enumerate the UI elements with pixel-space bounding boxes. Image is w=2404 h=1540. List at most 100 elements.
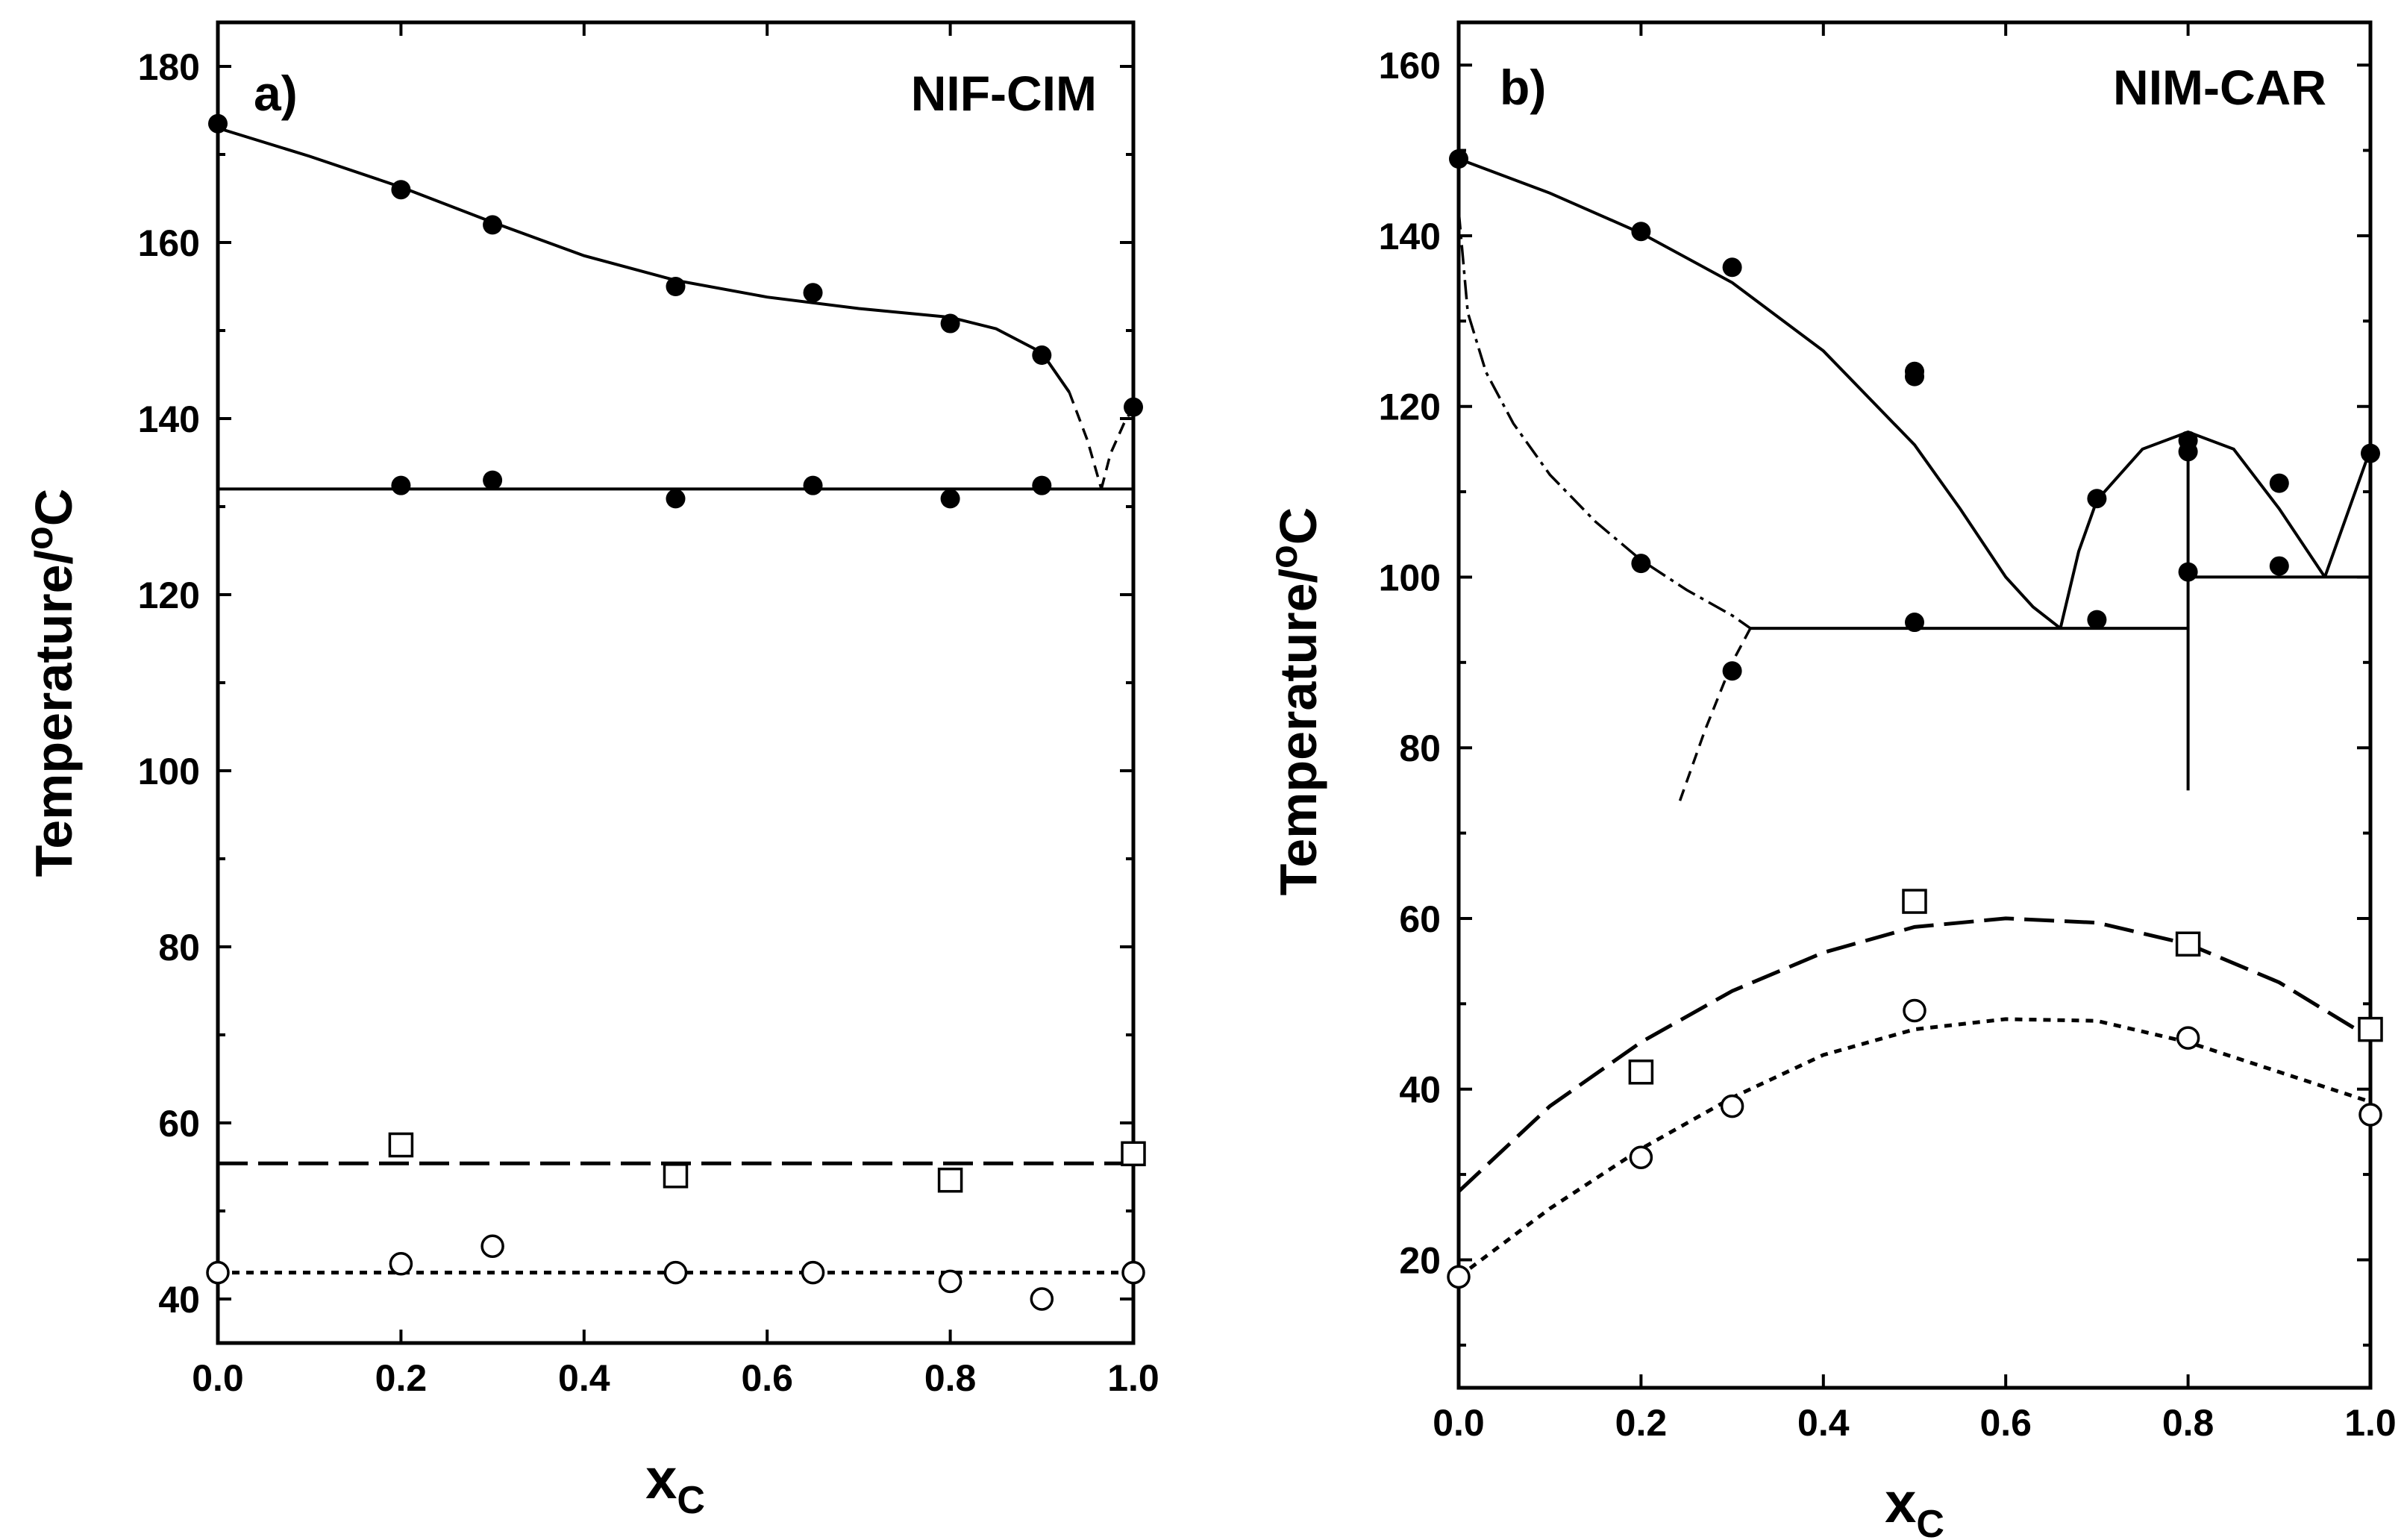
data-point-filled <box>666 277 686 296</box>
data-point-filled <box>803 283 823 303</box>
data-point-filled <box>666 489 686 509</box>
data-point-open-circle <box>1030 1287 1054 1311</box>
fit-line <box>1068 391 1103 489</box>
data-point-open-circle <box>1447 1265 1471 1289</box>
data-point-filled <box>1124 397 1143 417</box>
data-point-open-circle <box>938 1269 962 1294</box>
panel-a-x-axis-label: xC <box>645 1447 705 1522</box>
fit-line <box>1458 157 2062 630</box>
data-point-open-circle <box>481 1234 504 1258</box>
panel-b-x-axis-label: xC <box>1885 1471 1944 1540</box>
y-tick-label: 120 <box>138 575 200 616</box>
data-point-open-circle <box>1121 1260 1145 1285</box>
data-point-filled <box>483 470 503 490</box>
data-point-open-circle <box>2176 1026 2200 1050</box>
data-point-open-circle <box>1629 1145 1653 1169</box>
panel-a-y-axis-label: Temperature/oC <box>18 489 83 877</box>
data-point-filled <box>1032 345 1052 366</box>
data-point-filled <box>1631 222 1651 242</box>
x-tick-label: 1.0 <box>2344 1402 2397 1444</box>
data-point-filled <box>803 475 823 495</box>
panel-b-label: b) <box>1500 60 1546 115</box>
data-point-open-square <box>663 1163 689 1189</box>
data-point-filled <box>483 215 503 235</box>
x-tick-label: 0.8 <box>924 1357 977 1399</box>
x-tick-label: 0.2 <box>375 1357 428 1399</box>
x-tick-label: 0.2 <box>1615 1402 1668 1444</box>
panel-a-chart: 0.0 0.2 0.4 0.6 0.8 1.0406080100120140160180 … <box>18 20 1159 1522</box>
y-tick-label: 100 <box>1379 557 1441 598</box>
data-point-open-circle <box>663 1260 688 1285</box>
x-tick-label: 1.0 <box>1107 1357 1159 1399</box>
y-tick-label: 20 <box>1399 1239 1441 1281</box>
data-point-filled <box>1722 257 1742 278</box>
data-point-open-square <box>1628 1059 1654 1085</box>
data-point-open-square <box>1121 1141 1146 1167</box>
data-point-open-square <box>388 1132 414 1158</box>
panel-a-label: a) <box>254 66 298 121</box>
data-point-open-square <box>937 1167 963 1193</box>
x-tick-label: 0.6 <box>1979 1402 2032 1444</box>
y-tick-label: 140 <box>138 398 200 440</box>
panel-b-marks: 0.0 0.2 0.4 0.6 0.8 1.0 20 40 60 80 100 120 140 160 <box>1379 22 2397 1444</box>
y-tick-label: 140 <box>1379 216 1441 257</box>
data-point-filled <box>1722 661 1742 681</box>
x-tick-label: 0.4 <box>1797 1402 1850 1444</box>
data-point-filled <box>940 313 960 334</box>
x-tick-label: 0.0 <box>192 1357 244 1399</box>
data-point-filled <box>1905 613 1924 633</box>
y-tick-label: 160 <box>138 222 200 264</box>
panel-a-marks: 0.0 0.2 0.4 0.6 0.8 1.0 40 60 80 100 120 140 160 180 <box>138 22 1159 1399</box>
data-point-open-square <box>2175 931 2201 957</box>
data-point-filled <box>2361 443 2380 463</box>
panel-a-title: NIF-CIM <box>911 66 1097 121</box>
data-point-open-square <box>1902 889 1927 914</box>
y-tick-label: 60 <box>158 1103 200 1145</box>
y-tick-label: 80 <box>158 927 200 968</box>
fit-line <box>1457 210 1752 630</box>
data-point-filled <box>2087 489 2107 509</box>
data-point-filled <box>208 113 228 134</box>
data-point-filled <box>2087 610 2107 630</box>
data-point-filled <box>1905 366 1924 386</box>
fit-line <box>1457 916 2372 1193</box>
data-point-filled <box>940 489 960 509</box>
data-point-filled <box>2178 562 2198 582</box>
data-point-filled <box>391 475 411 495</box>
panel-b-y-axis-label: Temperature/oC <box>1262 507 1327 896</box>
data-point-open-circle <box>801 1260 825 1285</box>
y-tick-label: 180 <box>138 46 200 88</box>
panel-b-title: NIM-CAR <box>2113 60 2326 115</box>
y-tick-label: 120 <box>1379 386 1441 428</box>
x-tick-label: 0.0 <box>1433 1402 1485 1444</box>
fit-line <box>2059 430 2326 629</box>
y-tick-label: 100 <box>138 751 200 792</box>
data-point-open-circle <box>2358 1103 2382 1127</box>
y-tick-label: 40 <box>1399 1069 1441 1111</box>
data-point-filled <box>1032 475 1052 495</box>
data-point-filled <box>2178 442 2198 462</box>
data-point-filled <box>391 180 411 200</box>
x-tick-label: 0.6 <box>741 1357 793 1399</box>
y-tick-label: 160 <box>1379 45 1441 87</box>
data-point-filled <box>2269 473 2289 493</box>
data-point-open-circle <box>206 1260 230 1285</box>
y-tick-label: 60 <box>1399 898 1441 940</box>
data-point-filled <box>1449 149 1468 169</box>
fit-line <box>1457 1017 2371 1279</box>
data-point-open-square <box>2358 1016 2383 1042</box>
data-point-open-circle <box>1720 1094 1744 1118</box>
x-tick-label: 0.8 <box>2162 1402 2214 1444</box>
y-tick-label: 40 <box>158 1279 200 1321</box>
panel-b-chart: 0.0 0.2 0.4 0.6 0.8 1.0 20 40 60 80 100 120 140 160 b… <box>1262 20 2397 1540</box>
panel-b-plot-frame <box>1456 20 2373 1390</box>
data-point-filled <box>1631 554 1651 574</box>
fit-line <box>217 126 1071 393</box>
y-tick-label: 80 <box>1399 727 1441 769</box>
data-point-filled <box>2269 556 2289 576</box>
fit-line <box>2323 448 2372 578</box>
data-point-open-circle <box>1903 998 1926 1023</box>
data-point-open-circle <box>389 1252 413 1276</box>
x-tick-label: 0.4 <box>558 1357 610 1399</box>
